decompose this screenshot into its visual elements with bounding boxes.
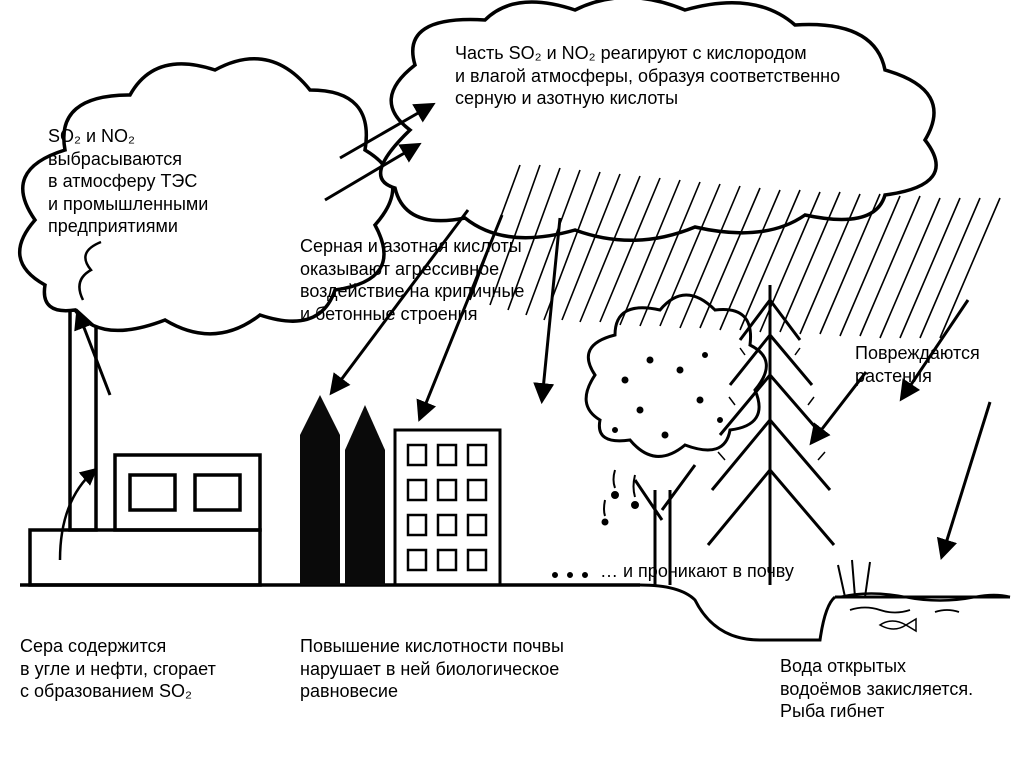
- factory: [30, 300, 260, 585]
- label-cloud-right: Часть SO₂ и NO₂ реагируют с кислородоми …: [455, 42, 955, 110]
- label-soil-acidity: Повышение кислотности почвынарушает в не…: [300, 635, 640, 703]
- cloud-right: [381, 0, 937, 240]
- acid-rain-diagram: SO₂ и NO₂выбрасываютсяв атмосферу ТЭСи п…: [0, 0, 1024, 767]
- label-plants-damaged: Повреждаютсярастения: [855, 342, 1024, 387]
- arrow-rain-water: [942, 402, 990, 556]
- tree-conifer: [708, 285, 834, 585]
- label-penetrate-soil: … и проникают в почву: [600, 560, 860, 583]
- label-acid-buildings: Серная и азотная кислотыоказывают агресс…: [300, 235, 580, 325]
- building-dark: [300, 395, 385, 585]
- label-cloud-left: SO₂ и NO₂выбрасываютсяв атмосферу ТЭСи п…: [48, 125, 278, 238]
- ground-dip: [640, 585, 835, 640]
- label-sulfur-fuel: Сера содержитсяв угле и нефти, сгораетс …: [20, 635, 280, 703]
- building-light: [395, 430, 500, 585]
- label-water-acidified: Вода открытыхводоёмов закисляется.Рыба г…: [780, 655, 1020, 723]
- soil-dots: [553, 573, 587, 577]
